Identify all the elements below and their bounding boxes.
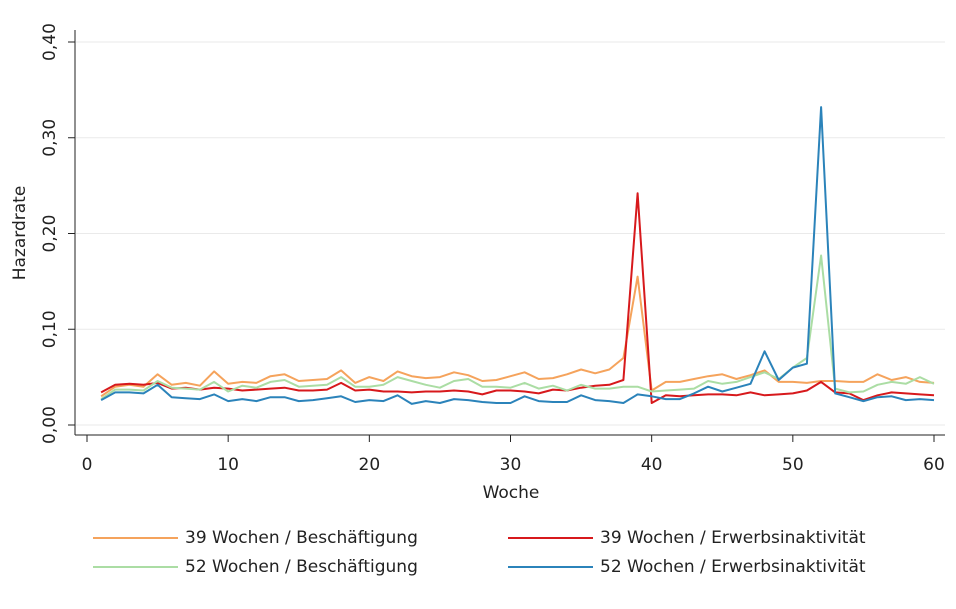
legend-label: 39 Wochen / Beschäftigung [185,528,418,548]
x-tick-label: 10 [217,455,239,475]
legend-label: 52 Wochen / Beschäftigung [185,557,418,577]
legend-label: 52 Wochen / Erwerbsinaktivität [600,557,866,577]
y-axis-title: Hazardrate [10,186,30,281]
y-tick-label: 0,40 [40,23,60,61]
data-line [100,106,935,405]
x-tick-label: 40 [641,455,663,475]
x-tick-label: 60 [923,455,945,475]
x-tick-label: 50 [782,455,804,475]
x-tick-label: 20 [359,455,381,475]
y-tick-label: 0,10 [40,310,60,348]
y-tick-label: 0,00 [40,406,60,444]
data-line [100,192,935,404]
x-tick-label: 0 [82,455,93,475]
legend-label: 39 Wochen / Erwerbsinaktivität [600,528,866,548]
x-tick-label: 30 [500,455,522,475]
y-tick-label: 0,30 [40,119,60,157]
x-axis-title: Woche [483,483,540,503]
data-line [100,275,935,398]
y-tick-label: 0,20 [40,215,60,253]
